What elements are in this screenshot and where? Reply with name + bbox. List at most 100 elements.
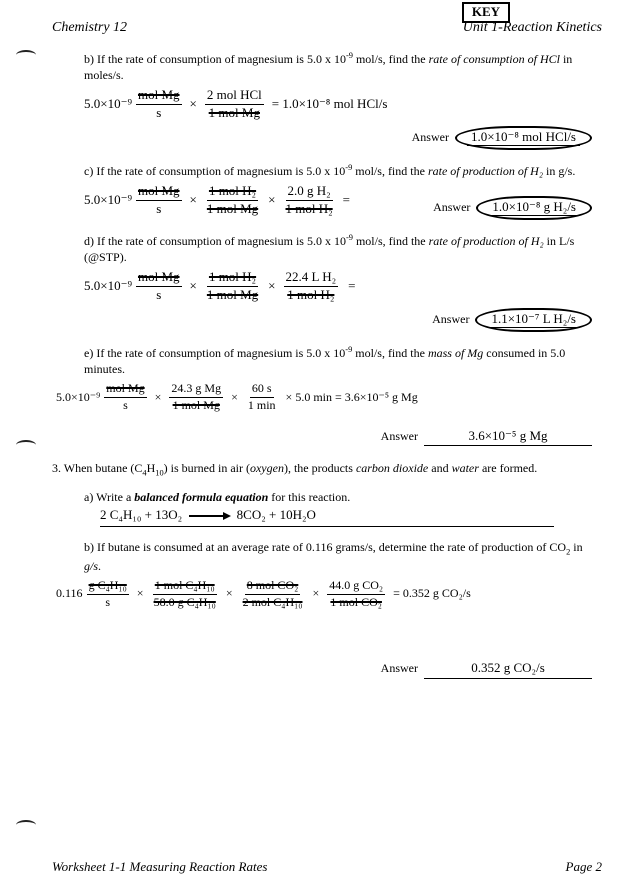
denominator: 1 mol Mg xyxy=(205,287,260,304)
times-symbol: × xyxy=(226,586,233,602)
emphasis: rate of production of H₂ xyxy=(429,234,544,248)
punch-hole xyxy=(16,440,36,450)
emphasis: g/s xyxy=(84,559,98,573)
key-stamp: KEY xyxy=(462,2,510,23)
prompt: d) If the rate of consumption of magnesi… xyxy=(84,232,602,265)
answer-row: Answer 3.6×10⁻⁵ g Mg xyxy=(52,428,592,447)
denominator: 1 mol Mg xyxy=(207,105,262,122)
work: 5.0×10⁻⁹ mol Mgs × 2 mol HCl1 mol Mg = 1… xyxy=(84,87,602,122)
text: and xyxy=(428,461,451,475)
answer-row: Answer 1.1×10⁻⁷ L H₂/s xyxy=(52,308,592,332)
times-symbol: × xyxy=(137,586,144,602)
result: = 1.0×10⁻⁸ mol HCl/s xyxy=(272,96,388,113)
value: 0.116 xyxy=(56,586,83,602)
work: 5.0×10⁻⁹ mol Mgs × 24.3 g Mg1 mol Mg × 6… xyxy=(56,381,602,413)
text: in g/s. xyxy=(543,164,575,178)
denominator: 1 mol Mg xyxy=(171,398,222,414)
prompt: b) If the rate of consumption of magnesi… xyxy=(84,50,602,83)
numerator: g C₄H₁₀ xyxy=(87,578,129,595)
exponent: -9 xyxy=(346,51,353,60)
numerator: 2.0 g H₂ xyxy=(286,183,333,201)
numerator: 1 mol H₂ xyxy=(207,269,258,287)
page-footer: Worksheet 1-1 Measuring Reaction Rates P… xyxy=(52,859,602,875)
emphasis: carbon dioxide xyxy=(356,461,428,475)
times-symbol: × xyxy=(268,278,275,295)
fraction: 2.0 g H₂1 mol H₂ xyxy=(284,183,335,218)
answer-value: 1.0×10⁻⁸ g H₂/s xyxy=(476,196,592,220)
text: for this reaction. xyxy=(268,490,350,504)
exponent: -9 xyxy=(346,233,353,242)
result: × 5.0 min = 3.6×10⁻⁵ g Mg xyxy=(286,390,418,406)
text: d) If the rate of consumption of magnesi… xyxy=(84,234,346,248)
fraction: 44.0 g CO₂1 mol CO₂ xyxy=(327,578,385,610)
worksheet-page: KEY Chemistry 12 Unit 1-Reaction Kinetic… xyxy=(0,0,640,893)
answer-label: Answer xyxy=(433,200,470,215)
arrow-icon xyxy=(189,515,229,517)
text: mol/s, find the xyxy=(352,164,428,178)
punch-hole xyxy=(16,50,36,60)
numerator: mol Mg xyxy=(136,87,182,105)
denominator: s xyxy=(154,201,163,218)
text: H xyxy=(147,461,156,475)
answer-text: 1.0×10⁻⁸ g H₂/s xyxy=(488,199,580,216)
prompt: b) If butane is consumed at an average r… xyxy=(84,539,602,574)
work: 5.0×10⁻⁹ mol Mgs × 1 mol H₂1 mol Mg × 22… xyxy=(84,269,602,304)
fraction: 1 mol H₂1 mol Mg xyxy=(205,183,260,218)
result: = 0.352 g CO₂/s xyxy=(393,586,471,602)
answer-value: 1.1×10⁻⁷ L H₂/s xyxy=(475,308,592,332)
numerator: 44.0 g CO₂ xyxy=(327,578,385,595)
answer-label: Answer xyxy=(381,429,418,444)
text: mol/s, find the xyxy=(352,346,428,360)
subscript: 10 xyxy=(155,469,163,478)
work: 0.116 g C₄H₁₀s × 1 mol C₄H₁₀58.0 g C₄H₁₀… xyxy=(56,578,602,610)
problem-e: e) If the rate of consumption of magnesi… xyxy=(52,344,602,446)
text: ) is burned in air ( xyxy=(164,461,250,475)
equals: = xyxy=(343,192,350,209)
value: 5.0×10⁻⁹ xyxy=(84,278,132,295)
problem-3a: a) Write a balanced formula equation for… xyxy=(52,489,602,527)
text: b) If the rate of consumption of magnesi… xyxy=(84,52,346,66)
answer-value: 1.0×10⁻⁸ mol HCl/s xyxy=(455,126,592,150)
denominator: 1 mol CO₂ xyxy=(328,595,384,611)
fraction: mol Mgs xyxy=(104,381,146,413)
fraction: 24.3 g Mg1 mol Mg xyxy=(169,381,223,413)
denominator: s xyxy=(121,398,130,414)
answer-value: 0.352 g CO₂/s xyxy=(424,660,592,679)
problem-3b: b) If butane is consumed at an average r… xyxy=(52,539,602,679)
page-number: Page 2 xyxy=(566,859,602,875)
answer-row: Answer 1.0×10⁻⁸ mol HCl/s xyxy=(52,126,592,150)
value: 5.0×10⁻⁹ xyxy=(84,192,132,209)
fraction: 22.4 L H₂1 mol H₂ xyxy=(284,269,339,304)
value: 5.0×10⁻⁹ xyxy=(56,390,100,406)
answer-row: Answer 0.352 g CO₂/s xyxy=(52,660,592,679)
denominator: 58.0 g C₄H₁₀ xyxy=(152,595,218,611)
prompt: c) If the rate of consumption of magnesi… xyxy=(84,162,602,179)
course-title: Chemistry 12 xyxy=(52,20,127,36)
times-symbol: × xyxy=(190,192,197,209)
value: 5.0×10⁻⁹ xyxy=(84,96,132,113)
denominator: 1 mol H₂ xyxy=(285,287,336,304)
denominator: s xyxy=(154,287,163,304)
prompt: e) If the rate of consumption of magnesi… xyxy=(84,344,602,377)
text: in xyxy=(570,540,582,554)
equals: = xyxy=(348,278,355,295)
text: ), the products xyxy=(284,461,356,475)
times-symbol: × xyxy=(155,390,162,406)
emphasis: oxygen xyxy=(250,461,284,475)
text: mol/s, find the xyxy=(353,234,429,248)
answer-text: 1.1×10⁻⁷ L H₂/s xyxy=(487,311,580,328)
page-header: Chemistry 12 Unit 1-Reaction Kinetics xyxy=(52,20,602,36)
punch-hole xyxy=(16,820,36,830)
numerator: mol Mg xyxy=(136,183,182,201)
emphasis: balanced formula equation xyxy=(134,490,268,504)
text: are formed. xyxy=(479,461,537,475)
text: mol/s, find the xyxy=(353,52,429,66)
problem-b: b) If the rate of consumption of magnesi… xyxy=(52,50,602,150)
problem-c: c) If the rate of consumption of magnesi… xyxy=(52,162,602,220)
answer-label: Answer xyxy=(412,130,449,145)
text: b) If butane is consumed at an average r… xyxy=(84,540,566,554)
times-symbol: × xyxy=(190,96,197,113)
fraction: 8 mol CO₂2 mol C₄H₁₀ xyxy=(241,578,305,610)
balanced-equation: 2 C₄H₁₀ + 13O₂ 8CO₂ + 10H₂O xyxy=(100,507,554,527)
times-symbol: × xyxy=(190,278,197,295)
